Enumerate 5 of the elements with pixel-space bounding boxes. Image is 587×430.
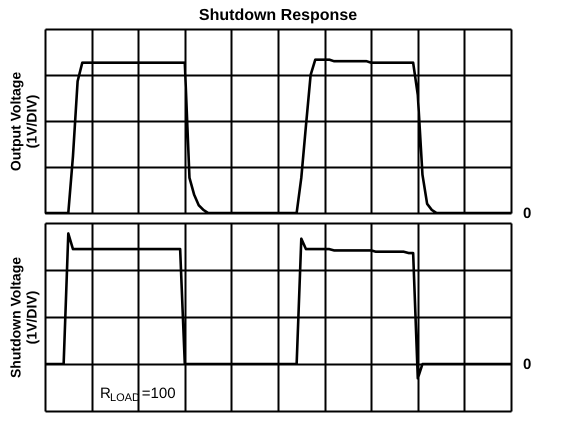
- text: 0: [523, 356, 532, 373]
- y-axis-title: Shutdown Voltage (1V/DIV): [8, 256, 40, 378]
- chart-title: Shutdown Response: [198, 7, 358, 24]
- y-axis-title: Output Voltage (1V/DIV): [8, 72, 40, 172]
- text: 0: [523, 205, 532, 222]
